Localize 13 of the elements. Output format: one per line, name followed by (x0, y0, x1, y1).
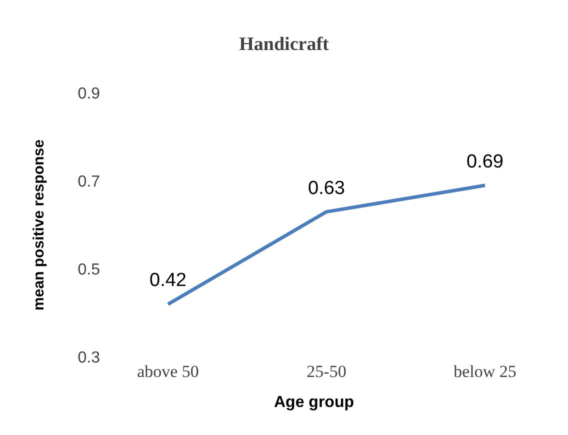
chart-title: Handicraft (238, 34, 330, 56)
y-tick-label: 0.9 (78, 86, 100, 103)
x-tick-label: above 50 (137, 362, 199, 382)
y-tick-label: 0.7 (78, 174, 100, 191)
y-tick-label: 0.5 (78, 262, 100, 279)
x-tick-label: 25-50 (306, 362, 346, 382)
y-axis-title: mean positive response (30, 140, 48, 310)
data-label: 0.69 (466, 151, 504, 172)
data-label: 0.42 (150, 270, 186, 292)
data-label: 0.63 (308, 178, 345, 199)
x-axis-title: Age group (274, 394, 354, 411)
x-tick-label: below 25 (454, 362, 516, 382)
y-tick-label: 0.3 (78, 350, 100, 367)
